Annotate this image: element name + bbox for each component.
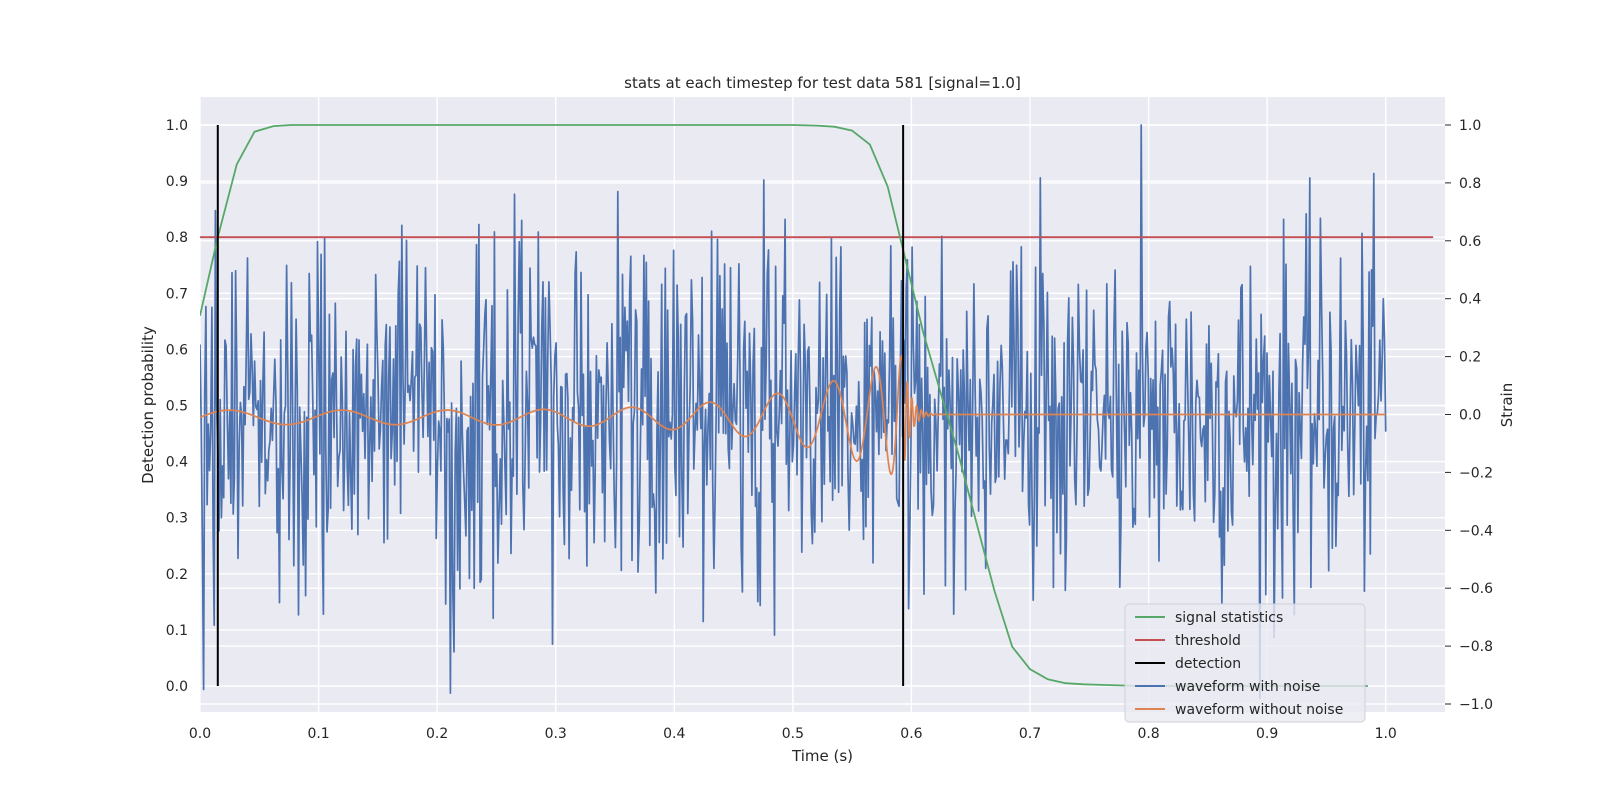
right-tick-label: −0.4 (1459, 523, 1493, 539)
left-tick-label: 0.8 (166, 230, 188, 246)
legend: signal statistics threshold detection wavef… (1124, 603, 1366, 723)
x-tick-label: 0.9 (1256, 726, 1278, 742)
left-tick-label: 0.2 (166, 567, 188, 583)
left-tick-label: 0.6 (166, 342, 188, 358)
right-tick-label: 0.4 (1459, 292, 1481, 308)
x-tick-label: 0.7 (1019, 726, 1041, 742)
x-axis-label: Time (s) (791, 747, 853, 765)
left-tick-label: 0.5 (166, 399, 188, 415)
legend-label: waveform with noise (1175, 679, 1320, 695)
x-tick-label: 0.4 (663, 726, 685, 742)
x-tick-label: 0.5 (782, 726, 804, 742)
x-tick-label: 1.0 (1375, 726, 1397, 742)
x-tick-label: 0.6 (900, 726, 922, 742)
series-waveform-without-noise (200, 354, 1386, 476)
right-tick-label: 1.0 (1459, 118, 1481, 134)
left-tick-label: 0.7 (166, 286, 188, 302)
y-axis-label-left: Detection probability (139, 326, 157, 484)
legend-label: detection (1175, 656, 1241, 672)
left-tick-label: 0.0 (166, 679, 188, 695)
left-tick-label: 0.3 (166, 511, 188, 527)
x-tick-label: 0.1 (307, 726, 329, 742)
right-tick-label: −0.8 (1459, 639, 1493, 655)
series-layer (200, 124, 1434, 700)
legend-label: threshold (1175, 633, 1241, 649)
legend-box (1124, 603, 1366, 723)
right-tick-label: −1.0 (1459, 697, 1493, 713)
chart-title: stats at each timestep for test data 581… (624, 74, 1021, 92)
left-tick-label: 0.4 (166, 455, 188, 471)
right-tick-label: 0.2 (1459, 350, 1481, 366)
series-waveform-with-noise (200, 124, 1387, 700)
x-tick-label: 0.0 (189, 726, 211, 742)
series-signal-statistics (200, 124, 1368, 687)
y-axis-label-right: Strain (1498, 383, 1516, 427)
right-tick-label: 0.8 (1459, 176, 1481, 192)
left-axis-ticks: 0.0 0.1 0.2 0.3 0.4 0.5 0.6 0.7 0.8 0.9 1.0 (166, 118, 188, 695)
x-tick-label: 0.2 (426, 726, 448, 742)
right-axis-ticks: −1.0 −0.8 −0.6 −0.4 −0.2 0.0 0.2 0.4 0.6 0.8 1.0 (1445, 118, 1493, 713)
left-tick-label: 1.0 (166, 118, 188, 134)
legend-label: signal statistics (1175, 610, 1283, 626)
right-tick-label: 0.6 (1459, 234, 1481, 250)
right-tick-label: 0.0 (1459, 408, 1481, 424)
x-axis-ticks: 0.0 0.1 0.2 0.3 0.4 0.5 0.6 0.7 0.8 0.9 1.0 (189, 726, 1397, 742)
x-tick-label: 0.3 (545, 726, 567, 742)
right-tick-label: −0.6 (1459, 581, 1493, 597)
left-tick-label: 0.9 (166, 174, 188, 190)
x-tick-label: 0.8 (1137, 726, 1159, 742)
left-tick-label: 0.1 (166, 623, 188, 639)
legend-label: waveform without noise (1175, 702, 1343, 718)
right-tick-label: −0.2 (1459, 465, 1493, 481)
